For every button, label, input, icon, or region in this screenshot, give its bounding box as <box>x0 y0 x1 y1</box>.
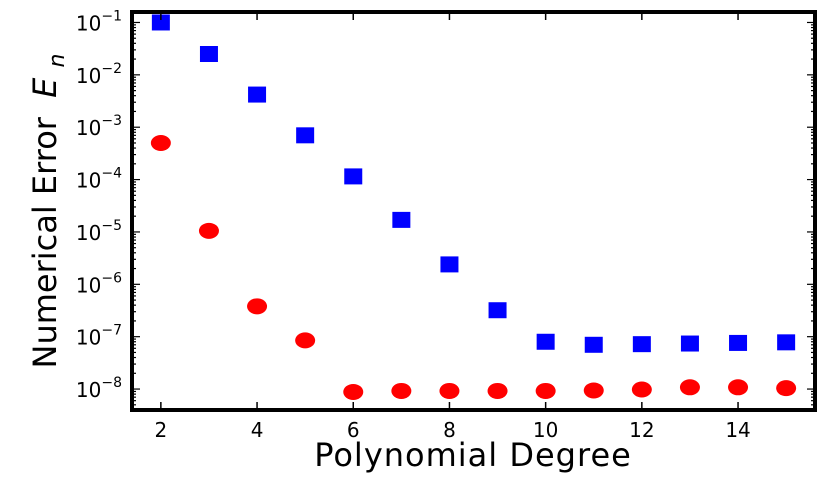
data-point-square <box>151 14 170 31</box>
y-axis-title: Numerical Error E n <box>26 54 70 369</box>
y-tick-label: 10−6 <box>76 270 122 297</box>
x-axis-title: Polynomial Degree <box>314 436 632 474</box>
y-tick-label-exponent: −2 <box>101 61 122 77</box>
data-point-square <box>632 336 651 353</box>
y-axis: 10−110−210−310−410−510−610−710−8 <box>76 8 815 411</box>
data-point-square <box>248 86 267 103</box>
y-tick-label-base: 10 <box>76 378 101 402</box>
y-tick-label: 10−8 <box>76 375 122 402</box>
x-tick-label: 4 <box>251 418 264 442</box>
data-point-square <box>777 334 796 351</box>
x-tick-label: 2 <box>154 418 167 442</box>
y-tick-label: 10−7 <box>76 323 122 350</box>
data-point-circle <box>247 298 268 315</box>
data-point-circle <box>150 134 171 151</box>
y-tick-label-base: 10 <box>76 64 101 88</box>
data-point-circle <box>679 379 700 396</box>
data-point-circle <box>535 382 556 399</box>
y-tick-label: 10−2 <box>76 61 122 88</box>
x-axis: 2 4 6 8 10 12 14 <box>154 12 751 442</box>
x-tick-label: 8 <box>443 418 456 442</box>
data-point-circle <box>391 382 412 399</box>
x-tick-label: 10 <box>533 418 558 442</box>
y-tick-label-exponent: −7 <box>101 323 122 339</box>
data-point-circle <box>487 382 508 399</box>
data-point-square <box>584 336 603 353</box>
data-point-square <box>680 335 699 352</box>
y-tick-label: 10−4 <box>76 166 122 193</box>
data-point-square <box>536 333 555 350</box>
y-tick-label: 10−5 <box>76 218 122 245</box>
data-point-circle <box>439 382 460 399</box>
y-tick-label-exponent: −5 <box>101 218 122 234</box>
data-layer <box>150 14 797 400</box>
y-tick-label: 10−1 <box>76 8 122 35</box>
y-tick-label-base: 10 <box>76 326 101 350</box>
y-tick-label-base: 10 <box>76 116 101 140</box>
y-tick-label-exponent: −3 <box>101 113 122 129</box>
data-point-square <box>199 46 218 63</box>
y-tick-label-exponent: −4 <box>101 166 122 182</box>
data-point-square <box>344 168 363 185</box>
y-axis-title-text: Numerical Error <box>26 116 64 368</box>
y-axis-title-subscript: n <box>45 54 70 68</box>
y-tick-label-exponent: −1 <box>101 8 122 24</box>
data-point-square <box>488 302 507 319</box>
x-tick-label: 12 <box>629 418 654 442</box>
y-axis-title-symbol: E <box>26 77 64 98</box>
x-tick-label: 14 <box>725 418 750 442</box>
plot-frame <box>130 10 817 412</box>
data-point-circle <box>728 379 749 396</box>
data-point-circle <box>198 222 219 239</box>
y-tick-label-exponent: −8 <box>101 375 122 391</box>
y-tick-label-base: 10 <box>76 169 101 193</box>
data-point-circle <box>631 381 652 398</box>
y-tick-label: 10−3 <box>76 113 122 140</box>
data-point-square <box>440 256 459 273</box>
y-tick-label-base: 10 <box>76 221 101 245</box>
data-point-circle <box>776 380 797 397</box>
y-tick-label-base: 10 <box>76 273 101 297</box>
data-point-square <box>296 127 315 144</box>
data-point-square <box>729 334 748 351</box>
data-point-circle <box>295 332 316 349</box>
data-point-square <box>392 211 411 228</box>
data-point-circle <box>583 382 604 399</box>
y-tick-label-exponent: −6 <box>101 270 122 286</box>
data-point-circle <box>343 383 364 400</box>
y-tick-label-base: 10 <box>76 11 101 35</box>
x-tick-label: 6 <box>347 418 360 442</box>
